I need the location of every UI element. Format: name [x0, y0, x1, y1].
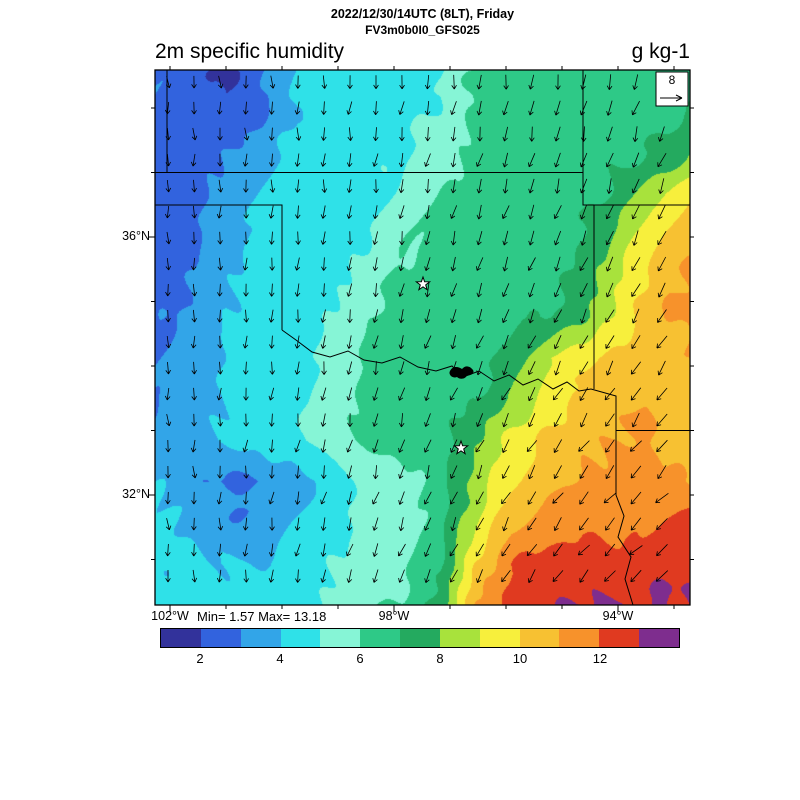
colorbar-segment — [479, 629, 520, 647]
units-label: g kg-1 — [631, 40, 690, 63]
colorbar-segment — [200, 629, 241, 647]
colorbar-segment — [400, 629, 440, 647]
plot-datetime-title: 2022/12/30/14UTC (8LT), Friday — [330, 7, 515, 21]
colorbar-tick-label: 10 — [512, 651, 528, 666]
lon-tick-label: 94°W — [602, 609, 634, 623]
humidity-field-canvas — [155, 70, 690, 605]
colorbar-tick-label: 2 — [196, 651, 204, 666]
colorbar-tick-label: 4 — [276, 651, 284, 666]
field-title: 2m specific humidity — [155, 40, 345, 63]
colorbar-segment — [439, 629, 480, 647]
colorbar-tick-label: 6 — [356, 651, 364, 666]
lat-tick-label: 32°N — [122, 487, 150, 501]
colorbar-tick-label: 8 — [436, 651, 444, 666]
colorbar-segment — [280, 629, 321, 647]
colorbar-segment — [320, 629, 361, 647]
lat-tick-label: 36°N — [122, 229, 150, 243]
colorbar-segment — [519, 629, 560, 647]
colorbar-segment — [161, 629, 201, 647]
colorbar-tick-label: 12 — [592, 651, 608, 666]
colorbar-segment — [639, 629, 679, 647]
lon-tick-label: 102°W — [151, 609, 189, 623]
colorbar-segment — [599, 629, 640, 647]
minmax-annotation: Min= 1.57 Max= 13.18 — [197, 609, 327, 624]
plot-model-title: FV3m0b0I0_GFS025 — [365, 23, 480, 37]
wind-reference-value: 8 — [668, 73, 676, 87]
colorbar-segment — [559, 629, 600, 647]
colorbar — [160, 628, 680, 648]
lon-tick-label: 98°W — [378, 609, 410, 623]
colorbar-segment — [240, 629, 281, 647]
colorbar-segment — [360, 629, 401, 647]
